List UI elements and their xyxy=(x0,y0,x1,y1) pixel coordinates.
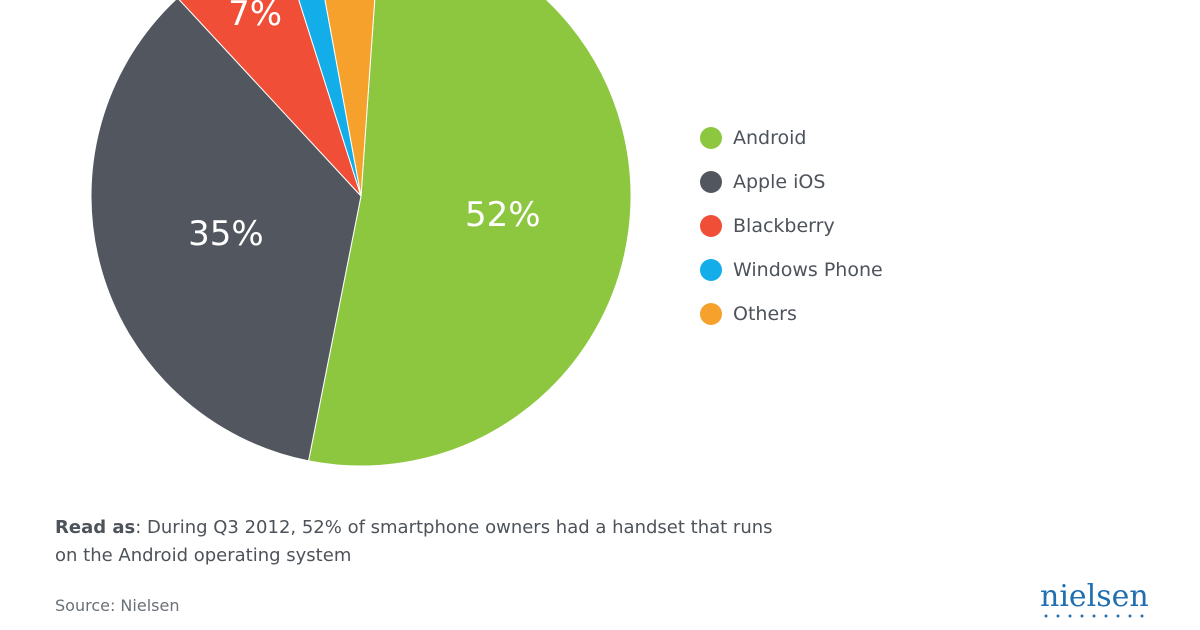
legend-item-apple-ios: Apple iOS xyxy=(700,160,883,204)
legend-swatch-windows-phone xyxy=(700,259,722,281)
pie-slice-blackberry xyxy=(178,0,362,197)
legend-label-android: Android xyxy=(733,127,807,149)
nielsen-logo: nielsen xyxy=(1040,582,1150,622)
legend-swatch-android xyxy=(700,127,722,149)
pie-label-blackberry: 7% xyxy=(228,0,282,34)
legend-item-blackberry: Blackberry xyxy=(700,204,883,248)
pie-slice-android xyxy=(307,0,632,467)
pie-chart: 52%35%7%2% xyxy=(90,0,632,467)
logo-wordmark: nielsen xyxy=(1040,579,1149,614)
read-as-note: Read as: During Q3 2012, 52% of smartpho… xyxy=(55,514,775,570)
legend-item-windows-phone: Windows Phone xyxy=(700,248,883,292)
read-as-text: : During Q3 2012, 52% of smartphone owne… xyxy=(55,517,773,566)
legend-label-others: Others xyxy=(733,303,797,325)
legend-item-android: Android xyxy=(700,116,883,160)
logo-dots xyxy=(1040,613,1150,619)
legend: Android Apple iOS Blackberry Windows Pho… xyxy=(700,116,883,336)
read-as-prefix: Read as xyxy=(55,517,136,538)
legend-label-apple-ios: Apple iOS xyxy=(733,171,826,193)
legend-item-others: Others xyxy=(700,292,883,336)
legend-swatch-blackberry xyxy=(700,215,722,237)
legend-label-windows-phone: Windows Phone xyxy=(733,259,883,281)
pie-slice-apple-ios xyxy=(90,0,362,462)
pie-label-apple-ios: 35% xyxy=(188,214,264,254)
legend-label-blackberry: Blackberry xyxy=(733,215,835,237)
pie-slice-windows-phone xyxy=(298,0,362,197)
legend-swatch-apple-ios xyxy=(700,171,722,193)
legend-swatch-others xyxy=(700,303,722,325)
pie-label-android: 52% xyxy=(465,195,541,235)
pie-slice-others xyxy=(324,0,376,197)
source-note: Source: Nielsen xyxy=(55,596,180,615)
